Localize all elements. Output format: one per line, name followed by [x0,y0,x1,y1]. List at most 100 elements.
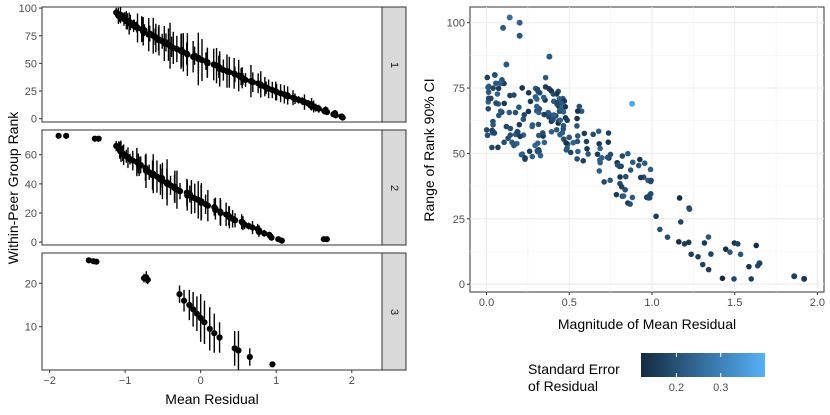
facet-2-points [55,132,330,244]
facet-3-point [193,310,200,317]
right-point [607,151,614,158]
facet-2-strip-label: 2 [388,185,400,191]
right-point [676,195,683,201]
right-point [686,206,693,213]
right-x-axis: 0.0 0.5 1.0 1.5 2.0 [479,292,825,309]
right-point [574,138,581,145]
right-point [629,194,636,201]
right-point [563,147,570,153]
right-point [583,138,590,145]
right-point [501,139,507,146]
facet-2-point [231,217,239,224]
right-point [509,139,515,146]
facet-2-point [176,188,184,195]
right-point [533,103,540,110]
facet-1-y-tick-label: 25 [25,86,37,98]
facet-2-point [278,237,285,244]
right-y-axis: 0 25 50 75 100 [447,18,470,291]
facet-1-point [242,76,249,84]
right-point [618,163,624,170]
right-point [536,90,543,96]
facet-2-point [249,224,256,231]
facet-panel-1: 0 25 50 75 100 1 [19,3,407,126]
facet-3-point [180,297,188,304]
facet-1-point [226,69,233,76]
right-point [534,148,541,155]
right-point [756,260,763,267]
right-point [539,130,546,136]
right-point [550,91,557,97]
right-point [514,128,521,135]
legend-title-line2: of Residual [528,378,598,394]
right-point [722,246,729,252]
right-point [485,89,492,95]
right-point [619,153,626,159]
left-x-tick-label: −1 [119,375,132,387]
right-point [570,139,577,146]
right-point [534,140,541,146]
right-point [505,135,511,142]
right-point [542,84,549,90]
right-point [601,179,607,185]
facet-2-y-ticks: 0 20 40 60 [25,150,42,249]
right-point [647,190,654,197]
right-point [595,128,602,135]
facet-1-point [284,93,291,100]
right-point [617,174,623,180]
right-point [699,261,706,268]
right-point [506,109,513,116]
facet-2-point [63,132,70,139]
right-panel: 0.0 0.5 1.0 1.5 2.0 0 25 50 75 100 [447,6,825,309]
right-point [489,144,495,151]
right-y-tick-label: 50 [453,148,465,160]
color-legend: Standard Error of Residual 0.2 0.3 [528,353,765,394]
right-point [657,226,663,233]
right-point [567,149,574,156]
right-point [599,155,605,161]
facet-3-point [93,258,100,265]
right-point [647,166,654,173]
right-point [625,150,631,157]
facet-1-y-tick-label: 50 [25,58,37,70]
facet-3-point [206,325,213,332]
facet-panel-2: 0 20 40 60 2 [25,129,407,249]
facet-1-point [315,105,322,112]
facet-3-point [197,314,204,322]
right-point [500,24,507,31]
facet-1-point [339,114,346,121]
legend-tick-label: 0.2 [669,382,684,394]
right-point [635,162,642,169]
right-point [534,96,540,102]
facet-2-point [255,228,262,235]
right-point [735,241,741,247]
facet-2-y-tick-label: 20 [25,208,37,220]
left-y-axis-title: Within-Peer Group Rank [5,111,21,265]
right-y-tick-label: 100 [447,18,465,30]
facet-2-point [217,209,224,217]
right-point [607,177,613,184]
facet-1-point [323,108,331,116]
right-point [541,139,548,146]
facet-2-y-tick-label: 60 [25,150,37,162]
right-point [485,105,492,112]
right-point [629,100,636,107]
right-point [520,116,527,123]
right-point [596,140,602,147]
right-point [627,167,634,173]
right-point [620,193,627,199]
right-point [705,266,712,273]
right-point [495,85,502,92]
facet-1-point [140,29,147,36]
facet-2-point [159,177,166,185]
right-point [581,130,588,137]
right-point [526,148,533,155]
right-point [801,275,808,282]
right-point [491,71,498,78]
right-point [574,123,580,129]
right-point [695,253,701,260]
right-point [580,157,587,164]
right-point [560,122,567,129]
right-point [491,130,498,136]
right-point [517,133,523,140]
